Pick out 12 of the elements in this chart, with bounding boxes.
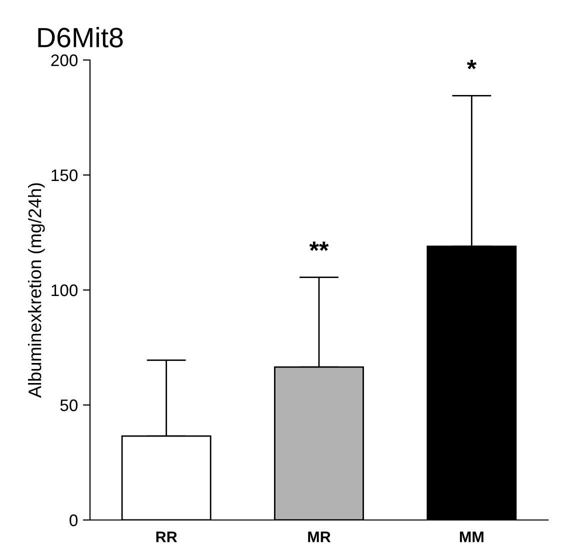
y-tick-label: 150 [52, 169, 78, 182]
x-tick-label: MM [460, 532, 484, 542]
y-tick-label: 0 [70, 514, 78, 526]
y-tick-label: 100 [52, 284, 78, 296]
y-tick-label: 200 [51, 54, 78, 66]
x-tick-label: RR [156, 532, 178, 542]
chart-title: D6Mit8 [38, 27, 123, 48]
annotation: ** [309, 242, 329, 251]
y-axis-title: Albuminexkretion (mg/24h) [28, 183, 45, 398]
y-tick-label: 50 [60, 399, 78, 412]
x-tick-label: MR [308, 532, 331, 542]
annotation: * [466, 60, 477, 70]
